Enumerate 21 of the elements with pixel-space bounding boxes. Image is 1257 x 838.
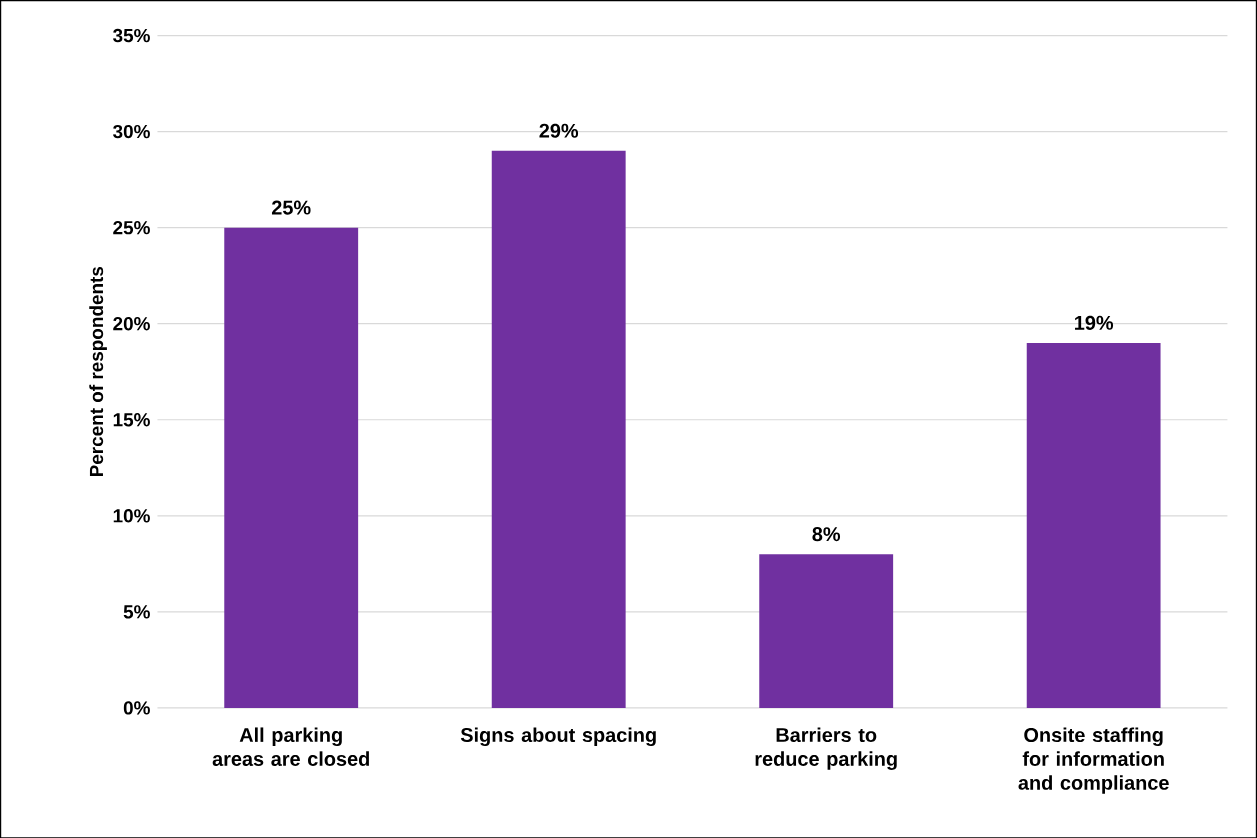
y-tick-label: 30%	[113, 124, 150, 139]
x-tick-label: Barriers to reduce parking	[755, 727, 897, 770]
y-tick-label: 10%	[113, 508, 150, 523]
y-tick-label: 25%	[113, 220, 150, 235]
x-tick-label: All parking areas are closed	[212, 727, 369, 766]
data-label: 29%	[539, 123, 579, 138]
y-tick-label: 0%	[123, 701, 150, 715]
y-axis-title: Percent of respondents	[89, 266, 107, 476]
y-tick-label: 5%	[123, 604, 150, 619]
y-tick-label: 20%	[113, 316, 150, 331]
x-tick-label: Onsite staffing for information and compliance	[1018, 727, 1169, 794]
data-label: 19%	[1075, 315, 1114, 330]
bar	[1026, 342, 1161, 708]
data-label: 8%	[812, 526, 841, 542]
data-label: 25%	[271, 200, 311, 215]
x-tick-label: Signs about spacing	[460, 727, 656, 746]
bar	[491, 150, 626, 708]
y-tick-label: 35%	[113, 28, 150, 43]
y-tick-label: 15%	[113, 412, 150, 427]
bar	[759, 554, 894, 708]
bar	[224, 227, 359, 708]
